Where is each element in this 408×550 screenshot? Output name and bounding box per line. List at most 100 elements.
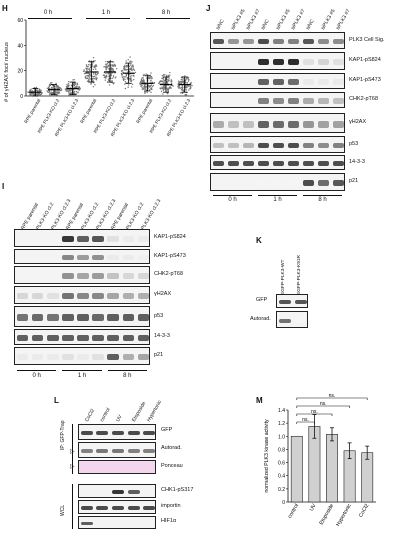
m-ytick-label: 1.0 — [278, 434, 285, 440]
h-point — [67, 84, 69, 87]
h-point — [60, 89, 63, 91]
h-point — [185, 94, 188, 96]
h-point — [181, 80, 184, 82]
h-point — [180, 81, 183, 83]
i-row-band — [107, 292, 119, 300]
i-time-label: 1 h — [77, 373, 87, 379]
j-row-band — [317, 160, 330, 167]
h-point — [69, 88, 71, 91]
j-row-band — [302, 58, 315, 66]
h-point — [74, 82, 77, 84]
panel-m-chart: 0 0.2 0.4 0.6 0.8 1.0 1.2 1.4 normalized PLK3 ki… — [264, 393, 376, 527]
h-point — [32, 92, 34, 95]
h-point — [70, 90, 72, 92]
j-row-band — [287, 58, 300, 66]
l-gfp-band — [143, 431, 156, 435]
i-row-band — [62, 272, 74, 280]
j-row-band — [332, 179, 345, 187]
l-lane-label: Etoposide — [130, 400, 147, 423]
h-point — [48, 87, 50, 90]
h-point — [153, 82, 155, 84]
h-point — [160, 80, 162, 83]
i-row-band — [122, 353, 135, 361]
i-time-line — [17, 370, 57, 371]
j-row-band — [287, 79, 300, 85]
panel-k-letter: K — [256, 236, 262, 245]
h-point — [65, 86, 68, 88]
j-lane-label: siPLK3 #5 — [229, 8, 247, 31]
j-row-band — [272, 98, 285, 104]
j-time-label: 8 h — [318, 197, 327, 203]
h-point — [184, 94, 186, 96]
j-row-band — [287, 120, 300, 128]
j-lane-label: siPLK3 #7 — [289, 8, 307, 31]
h-point — [162, 74, 165, 76]
h-point — [115, 76, 117, 78]
h-point — [141, 81, 143, 83]
h-point — [49, 84, 52, 87]
i-row-band — [92, 335, 104, 341]
h-point — [87, 72, 90, 74]
h-point — [125, 60, 127, 62]
j-row-band — [242, 120, 255, 128]
h-point — [49, 83, 51, 85]
h-point — [48, 91, 50, 93]
i-row-band — [107, 272, 119, 280]
h-point — [93, 72, 95, 74]
h-point — [107, 65, 109, 67]
h-point — [85, 64, 88, 66]
h-point — [161, 80, 164, 83]
l-gfp-band — [80, 431, 93, 435]
h-point — [150, 87, 152, 89]
m-ytick-label: 0.8 — [278, 447, 285, 453]
h-point — [89, 75, 91, 77]
h-point — [110, 73, 113, 75]
h-point — [89, 73, 91, 75]
h-point — [93, 77, 95, 80]
h-point — [58, 92, 60, 94]
h-point — [180, 78, 183, 81]
panel-h-plot: 0 20 40 60 — [17, 18, 194, 100]
j-row-band — [257, 58, 270, 66]
j-time-line — [213, 195, 252, 196]
h-point — [123, 67, 126, 69]
h-point — [110, 65, 112, 67]
k-gfp-band — [278, 300, 292, 304]
j-row-blot — [210, 173, 345, 191]
i-row-band — [107, 235, 119, 243]
j-row-blot — [210, 92, 345, 108]
h-point — [167, 80, 169, 83]
h-point — [105, 74, 108, 77]
k-autorad-band — [278, 318, 292, 323]
h-point — [105, 69, 107, 71]
i-row-blot — [14, 347, 150, 365]
h-point — [74, 88, 76, 91]
i-row-band — [16, 313, 29, 322]
h-point — [161, 87, 164, 90]
l-importin-band — [80, 506, 93, 510]
h-point — [86, 69, 88, 72]
m-ytick-label: 0.2 — [278, 487, 285, 493]
i-row-label: p21 — [154, 352, 164, 358]
h-point — [143, 80, 145, 83]
h-point — [162, 77, 165, 79]
j-row-band — [317, 142, 330, 149]
h-point — [163, 82, 165, 84]
h-point — [29, 89, 31, 91]
h-point — [130, 60, 132, 62]
h-point — [38, 88, 41, 90]
h-point — [46, 87, 48, 89]
k-row-label: GFP — [256, 297, 268, 303]
h-point — [178, 87, 180, 89]
l-gfp-band — [127, 431, 140, 435]
h-point — [97, 71, 99, 73]
l-lane-label: Hypertonic — [146, 399, 164, 423]
h-point — [164, 82, 166, 85]
i-row-label: CHK2-pT68 — [154, 271, 184, 277]
h-point — [105, 72, 107, 75]
h-point — [47, 91, 49, 93]
h-point — [58, 86, 61, 89]
panel-i-letter: I — [2, 182, 5, 191]
h-ytick-label: 0 — [20, 94, 23, 100]
h-point — [167, 89, 169, 91]
